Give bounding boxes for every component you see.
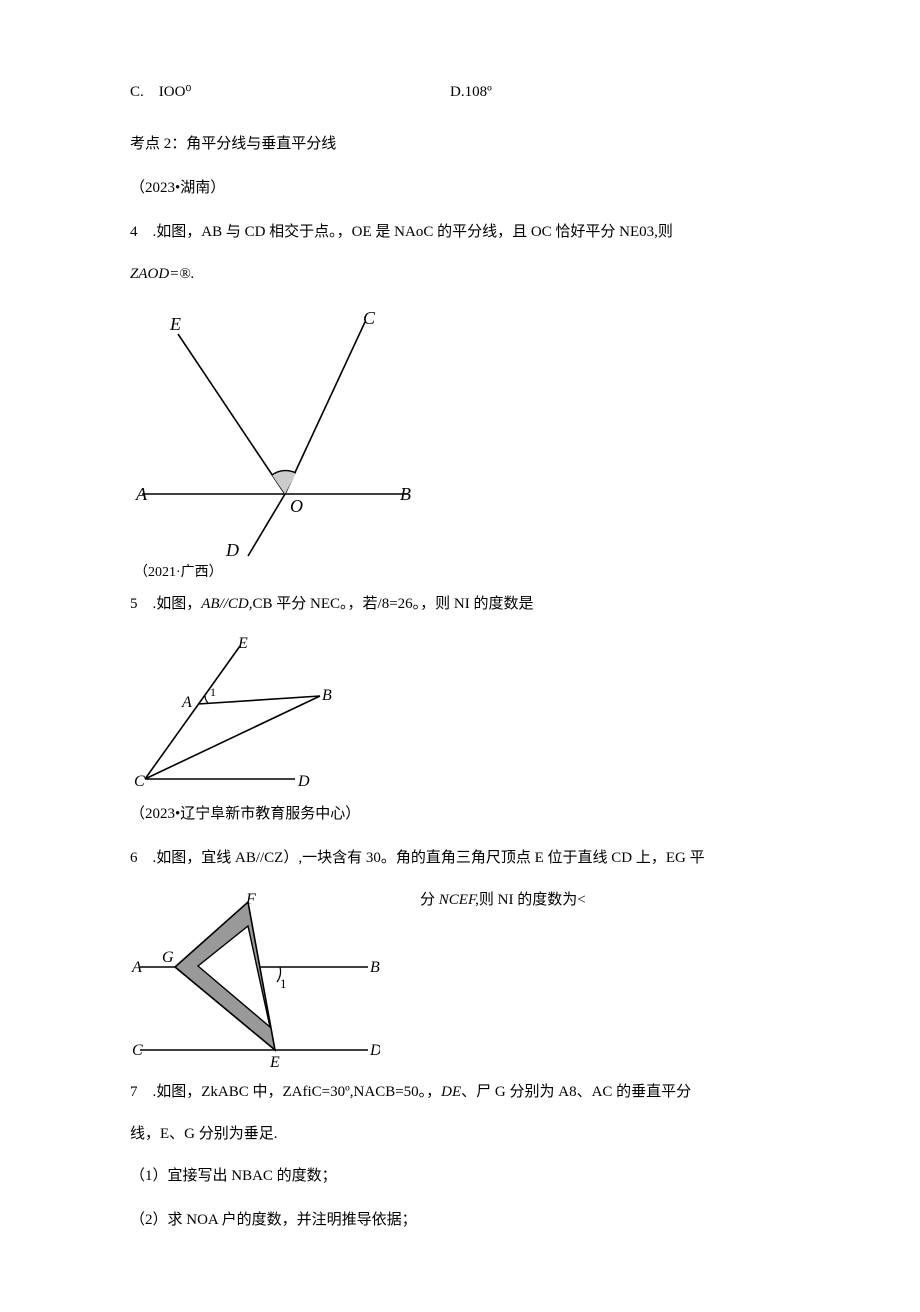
q6-line2-wrap: 分 NCEF,则 NI 的度数为< — [380, 888, 586, 912]
q6-line2-b: 则 NI 的度数为< — [479, 892, 586, 908]
figure-3: F A G B 1 C E D — [130, 892, 380, 1072]
fig1-label-C: C — [363, 308, 376, 328]
fig2-label-B: B — [322, 687, 332, 704]
fig1-label-B: B — [400, 484, 411, 504]
q7-l1-it: DE — [441, 1084, 461, 1100]
q5-rest: CB 平分 NEC。，若/8=26。，则 NI 的度数是 — [253, 596, 534, 612]
q7-sub2: （2）求 NOA 户的度数，并注明推导依据； — [130, 1208, 790, 1232]
fig3-label-A: A — [131, 959, 142, 976]
fig2-label-E: E — [237, 635, 248, 652]
options-row: C. IOO⁰ D.108º — [130, 80, 790, 104]
fig3-label-D: D — [369, 1042, 380, 1059]
q5-ital: AB//CD, — [201, 596, 252, 612]
figure-1-caption: （2021·广西） — [134, 562, 790, 584]
q7-l1-a: 7 .如图，ZkABC 中，ZAfiC=30º,NACB=50。， — [130, 1084, 441, 1100]
fig3-label-G: G — [162, 949, 174, 966]
fig3-label-E: E — [269, 1054, 280, 1071]
q6-line1: 6 .如图，宜线 AB//CZ）,一块含有 30。角的直角三角尺顶点 E 位于直… — [130, 846, 790, 870]
figure-3-svg: F A G B 1 C E D — [130, 892, 380, 1072]
q6-fig-row: F A G B 1 C E D 分 NCEF,则 NI 的度数为< — [130, 888, 790, 1080]
q7-sub1: （1）宜接写出 NBAC 的度数； — [130, 1164, 790, 1188]
figure-1-svg: E C A O B D — [130, 304, 420, 564]
page-container: C. IOO⁰ D.108º 考点 2：角平分线与垂直平分线 （2023•湖南）… — [0, 0, 920, 1312]
section2-source: （2023•湖南） — [130, 176, 790, 200]
fig1-label-O: O — [290, 496, 303, 516]
option-d: D.108º — [450, 80, 790, 104]
fig1-label-E: E — [169, 314, 181, 334]
figure-1: E C A O B D （2021·广西） — [130, 304, 790, 584]
fig2-label-A: A — [181, 694, 192, 711]
fig2-label-1: 1 — [210, 685, 216, 699]
fig3-label-F: F — [245, 892, 256, 908]
q5-prefix: 5 .如图， — [130, 596, 201, 612]
figure-2: E A 1 B C D — [130, 634, 790, 794]
q7-line2: 线，E、G 分别为垂足. — [130, 1122, 790, 1146]
q5-text: 5 .如图，AB//CD,CB 平分 NEC。，若/8=26。，则 NI 的度数… — [130, 592, 790, 616]
fig1-label-D: D — [225, 540, 239, 560]
q7-l1-b: 、尸 G 分别为 A8、AC 的垂直平分 — [461, 1084, 691, 1100]
figure-2-svg: E A 1 B C D — [130, 634, 350, 794]
fig2-label-C: C — [134, 773, 145, 790]
fig3-label-B: B — [370, 959, 380, 976]
fig2-label-D: D — [297, 773, 310, 790]
q4-line2: ZAOD=®. — [130, 262, 790, 286]
option-c: C. IOO⁰ — [130, 80, 450, 104]
q4-line1: 4 .如图，AB 与 CD 相交于点。，OE 是 NAoC 的平分线，且 OC … — [130, 220, 790, 244]
q4-line2-text: ZAOD=®. — [130, 266, 194, 282]
fig1-label-A: A — [135, 484, 148, 504]
q6-source: （2023•辽宁阜新市教育服务中心） — [130, 802, 790, 826]
fig3-label-1: 1 — [280, 976, 287, 991]
fig3-label-C: C — [132, 1042, 143, 1059]
q6-line2-a: 分 — [420, 892, 439, 908]
q6-line2-it: NCEF, — [439, 892, 479, 908]
section2-title: 考点 2：角平分线与垂直平分线 — [130, 132, 790, 156]
q7-line1: 7 .如图，ZkABC 中，ZAfiC=30º,NACB=50。，DE、尸 G … — [130, 1080, 790, 1104]
